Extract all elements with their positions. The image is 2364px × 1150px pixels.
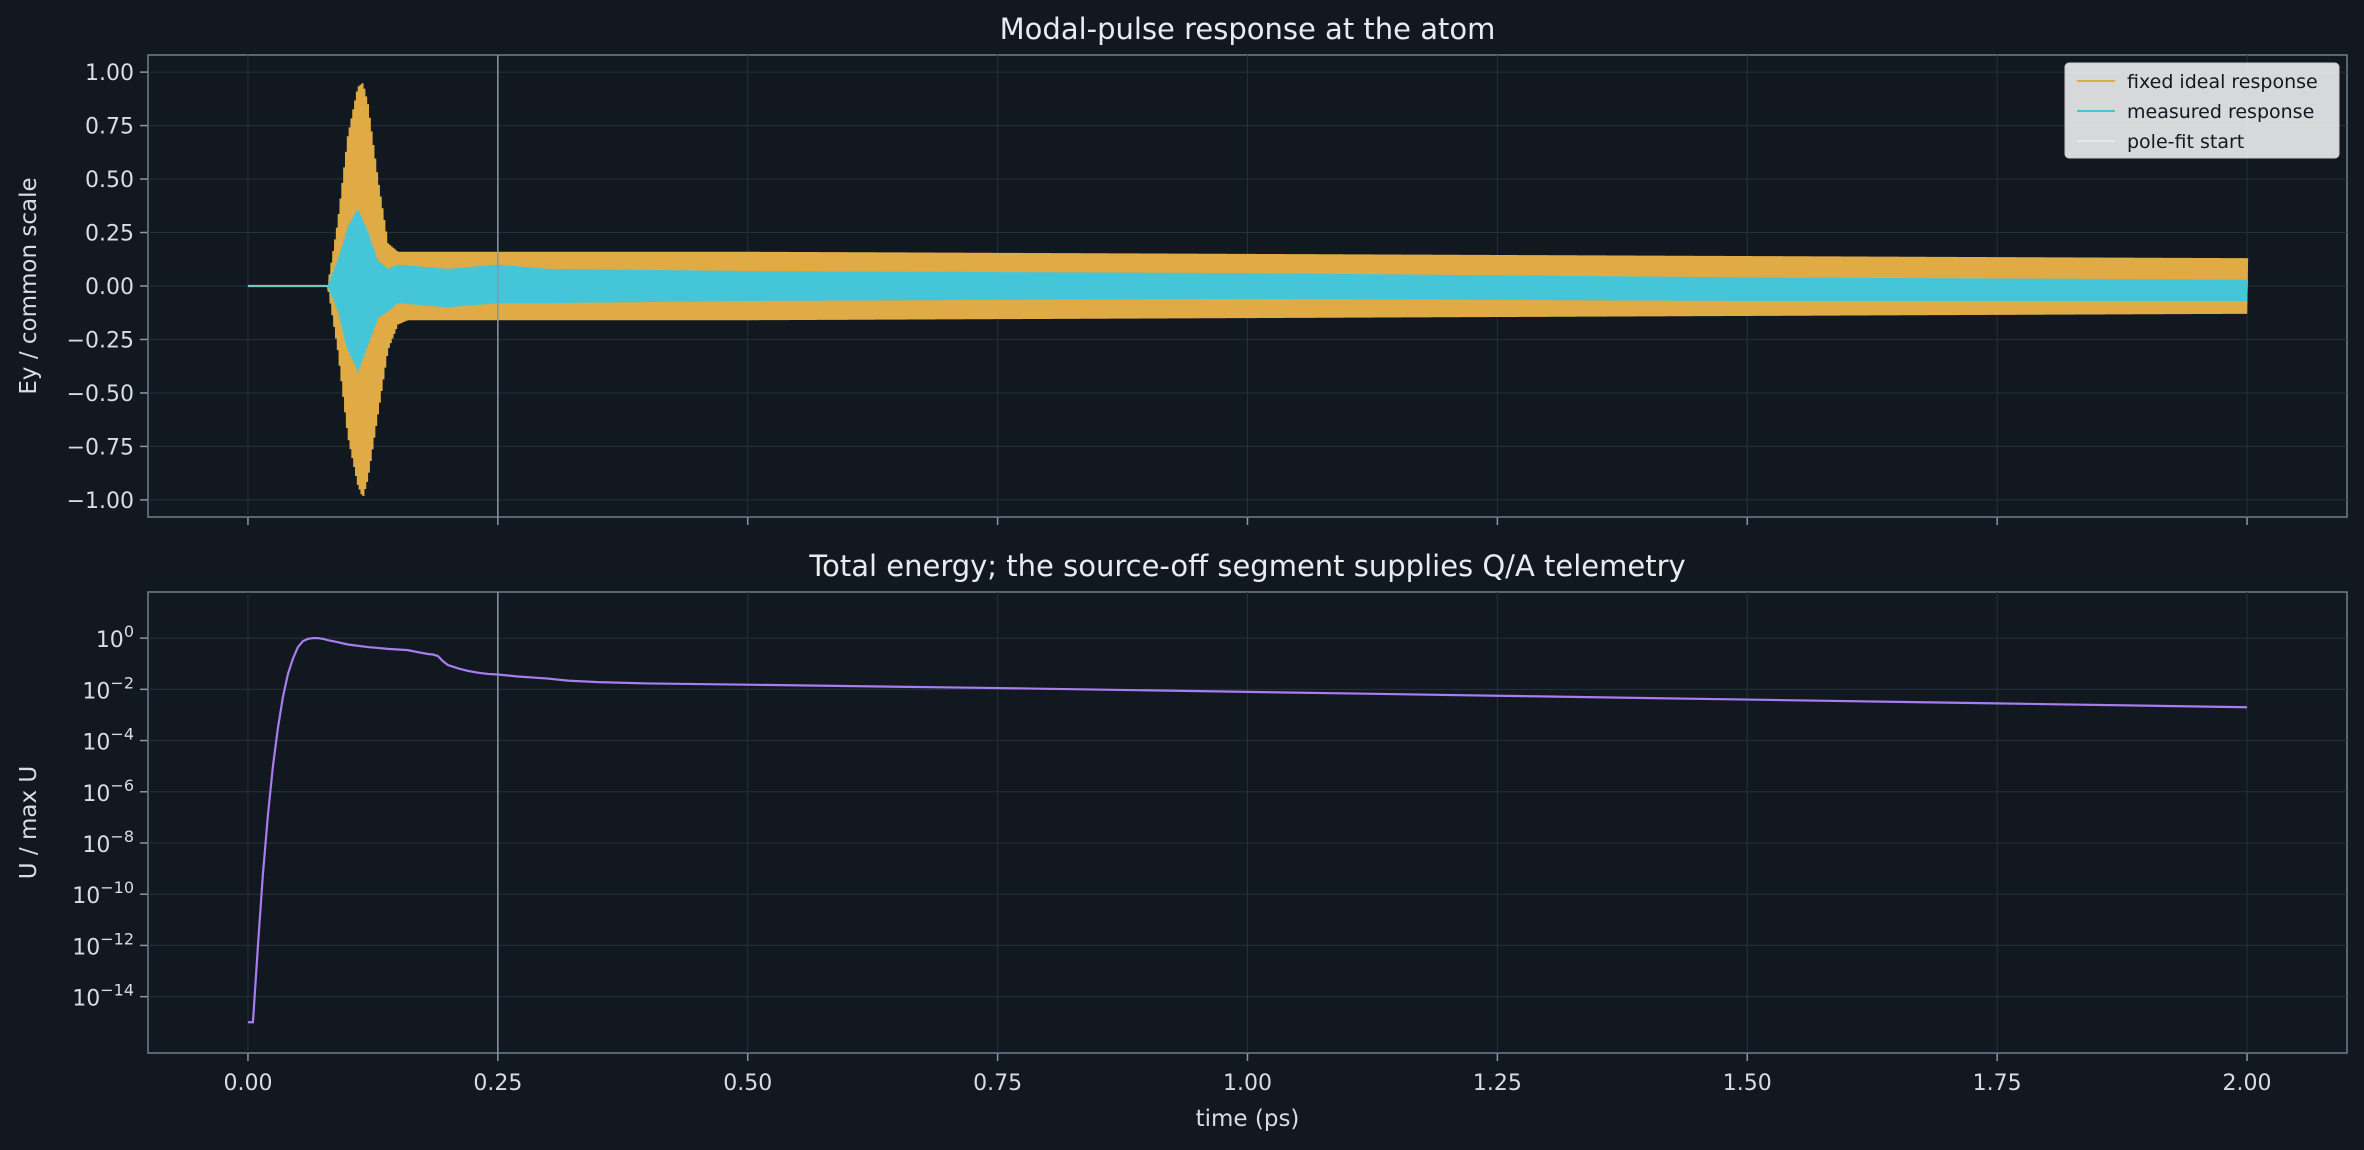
x-tick-label: 0.50 [723, 1071, 772, 1096]
y-tick-label: 100 [96, 622, 134, 653]
legend-label-measured: measured response [2127, 101, 2314, 123]
energy-x-axis-label: time (ps) [1196, 1106, 1300, 1132]
x-tick-label: 0.75 [973, 1071, 1022, 1096]
y-tick-label: 10−10 [72, 878, 134, 909]
x-tick-label: 2.00 [2223, 1071, 2272, 1096]
response-traces [247, 55, 2249, 517]
x-tick-label: 1.25 [1473, 1071, 1522, 1096]
y-tick-label: 10−12 [72, 929, 134, 960]
x-tick-label: 0.25 [473, 1071, 522, 1096]
y-tick-label: 10−14 [72, 981, 134, 1012]
response-title: Modal-pulse response at the atom [1000, 12, 1496, 46]
y-tick-label: 10−6 [82, 776, 134, 807]
energy-panel: 0.00 0.25 0.50 0.75 1.00 1.25 1.50 1.75 2.00 100 1… [16, 549, 2348, 1132]
energy-grid [148, 592, 2347, 1053]
x-tick-label: 0.00 [223, 1071, 272, 1096]
y-tick-label: 1.00 [85, 61, 134, 86]
y-tick-label: −0.50 [67, 382, 134, 407]
y-tick-label: 0.00 [85, 275, 134, 300]
y-tick-label: −0.25 [67, 328, 134, 353]
y-tick-label: 10−2 [82, 673, 134, 704]
response-panel: 1.00 0.75 0.50 0.25 0.00 −0.25 −0.50 −0.75 −1.00… [16, 12, 2348, 525]
y-tick-label: 10−8 [82, 827, 134, 858]
legend-label-fixed-ideal: fixed ideal response [2127, 71, 2318, 93]
y-tick-label: −1.00 [67, 489, 134, 514]
energy-traces [247, 592, 2248, 1053]
y-tick-label: 0.25 [85, 222, 134, 247]
energy-title: Total energy; the source-off segment sup… [808, 549, 1685, 583]
y-tick-label: 10−4 [82, 725, 134, 756]
energy-ticks: 0.00 0.25 0.50 0.75 1.00 1.25 1.50 1.75 2.00 100 1… [72, 622, 2271, 1096]
response-ticks: 1.00 0.75 0.50 0.25 0.00 −0.25 −0.50 −0.75 −1.00 [67, 61, 2248, 525]
legend-label-pole-fit: pole-fit start [2127, 131, 2244, 153]
series-measured-response [247, 210, 2249, 372]
x-tick-label: 1.75 [1973, 1071, 2022, 1096]
y-tick-label: −0.75 [67, 435, 134, 460]
series-total-energy [247, 637, 2248, 1024]
response-legend: fixed ideal response measured response p… [2064, 62, 2340, 159]
x-tick-label: 1.50 [1723, 1071, 1772, 1096]
response-y-axis-label: Ey / common scale [16, 177, 42, 394]
energy-y-axis-label: U / max U [16, 766, 42, 879]
y-tick-label: 0.75 [85, 115, 134, 140]
legend-box [2064, 62, 2340, 159]
x-tick-label: 1.00 [1223, 1071, 1272, 1096]
y-tick-label: 0.50 [85, 168, 134, 193]
